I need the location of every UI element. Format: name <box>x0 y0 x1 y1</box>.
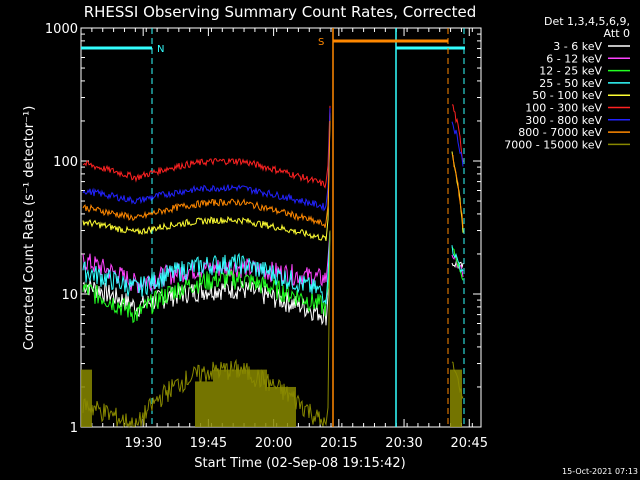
series-block <box>450 369 462 427</box>
series-group <box>81 104 464 429</box>
y-axis-label: Corrected Count Rate (s⁻¹ detector⁻¹) <box>22 106 37 351</box>
legend-entry: 12 - 25 keV <box>539 65 602 78</box>
legend-entry: 300 - 800 keV <box>525 114 602 127</box>
series-line <box>82 112 331 242</box>
series-line-late <box>451 153 464 228</box>
series-line <box>82 230 331 294</box>
series-block <box>267 386 296 427</box>
legend-entry: 100 - 300 keV <box>525 102 602 115</box>
footer-timestamp: 15-Oct-2021 07:13 <box>562 467 638 476</box>
y-tick-label: 10 <box>61 288 78 303</box>
series-line-late <box>451 246 464 281</box>
series-line-late <box>451 104 464 162</box>
x-axis-label: Start Time (02-Sep-08 19:15:42) <box>194 456 405 471</box>
series-block <box>213 369 267 427</box>
legend-entry: 25 - 50 keV <box>539 77 602 90</box>
series-line <box>82 230 331 326</box>
legend-header: Att 0 <box>604 27 630 40</box>
series-line <box>82 230 331 305</box>
series-line-late <box>451 121 464 167</box>
series-line-late <box>451 245 464 273</box>
y-tick-label: 100 <box>53 155 78 170</box>
legend-entry: 3 - 6 keV <box>553 40 602 53</box>
legend-entry: 50 - 100 keV <box>532 89 602 102</box>
x-tick-label: 19:30 <box>124 436 161 451</box>
series-line <box>82 108 331 212</box>
night-flag-label: N <box>157 44 164 55</box>
series-line <box>82 120 331 228</box>
chart-title: RHESSI Observing Summary Count Rates, Co… <box>84 3 477 21</box>
x-tick-label: 20:15 <box>320 436 357 451</box>
flag-lines: NS <box>81 28 465 427</box>
x-tick-label: 20:45 <box>451 436 488 451</box>
x-tick-label: 20:00 <box>255 436 292 451</box>
saa-flag-label: S <box>318 37 324 48</box>
y-axis: 1 10 100 1000 <box>45 22 481 436</box>
series-line <box>82 105 331 189</box>
plot-frame <box>80 27 482 428</box>
x-tick-label: 20:30 <box>385 436 422 451</box>
x-tick-label: 19:45 <box>190 436 227 451</box>
x-axis: 19:30 19:45 20:00 20:15 20:30 20:45 <box>80 28 488 451</box>
y-tick-label: 1 <box>70 421 78 436</box>
legend-entry: 7000 - 15000 keV <box>504 138 602 151</box>
series-block <box>195 381 213 427</box>
legend-header: Det 1,3,4,5,6,9, <box>544 15 630 28</box>
legend-entry: 800 - 7000 keV <box>518 126 602 139</box>
legend-entry: 6 - 12 keV <box>546 52 602 65</box>
series-block <box>81 369 92 427</box>
y-tick-label: 1000 <box>45 22 78 37</box>
